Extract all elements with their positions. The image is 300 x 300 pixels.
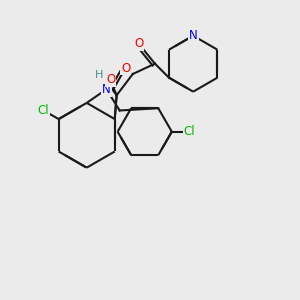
Text: O: O <box>134 37 143 50</box>
Text: N: N <box>102 83 111 96</box>
Text: Cl: Cl <box>184 125 195 138</box>
Text: O: O <box>106 74 116 86</box>
Text: O: O <box>121 61 130 74</box>
Text: Cl: Cl <box>38 104 49 117</box>
Text: N: N <box>189 29 198 42</box>
Text: H: H <box>95 70 103 80</box>
